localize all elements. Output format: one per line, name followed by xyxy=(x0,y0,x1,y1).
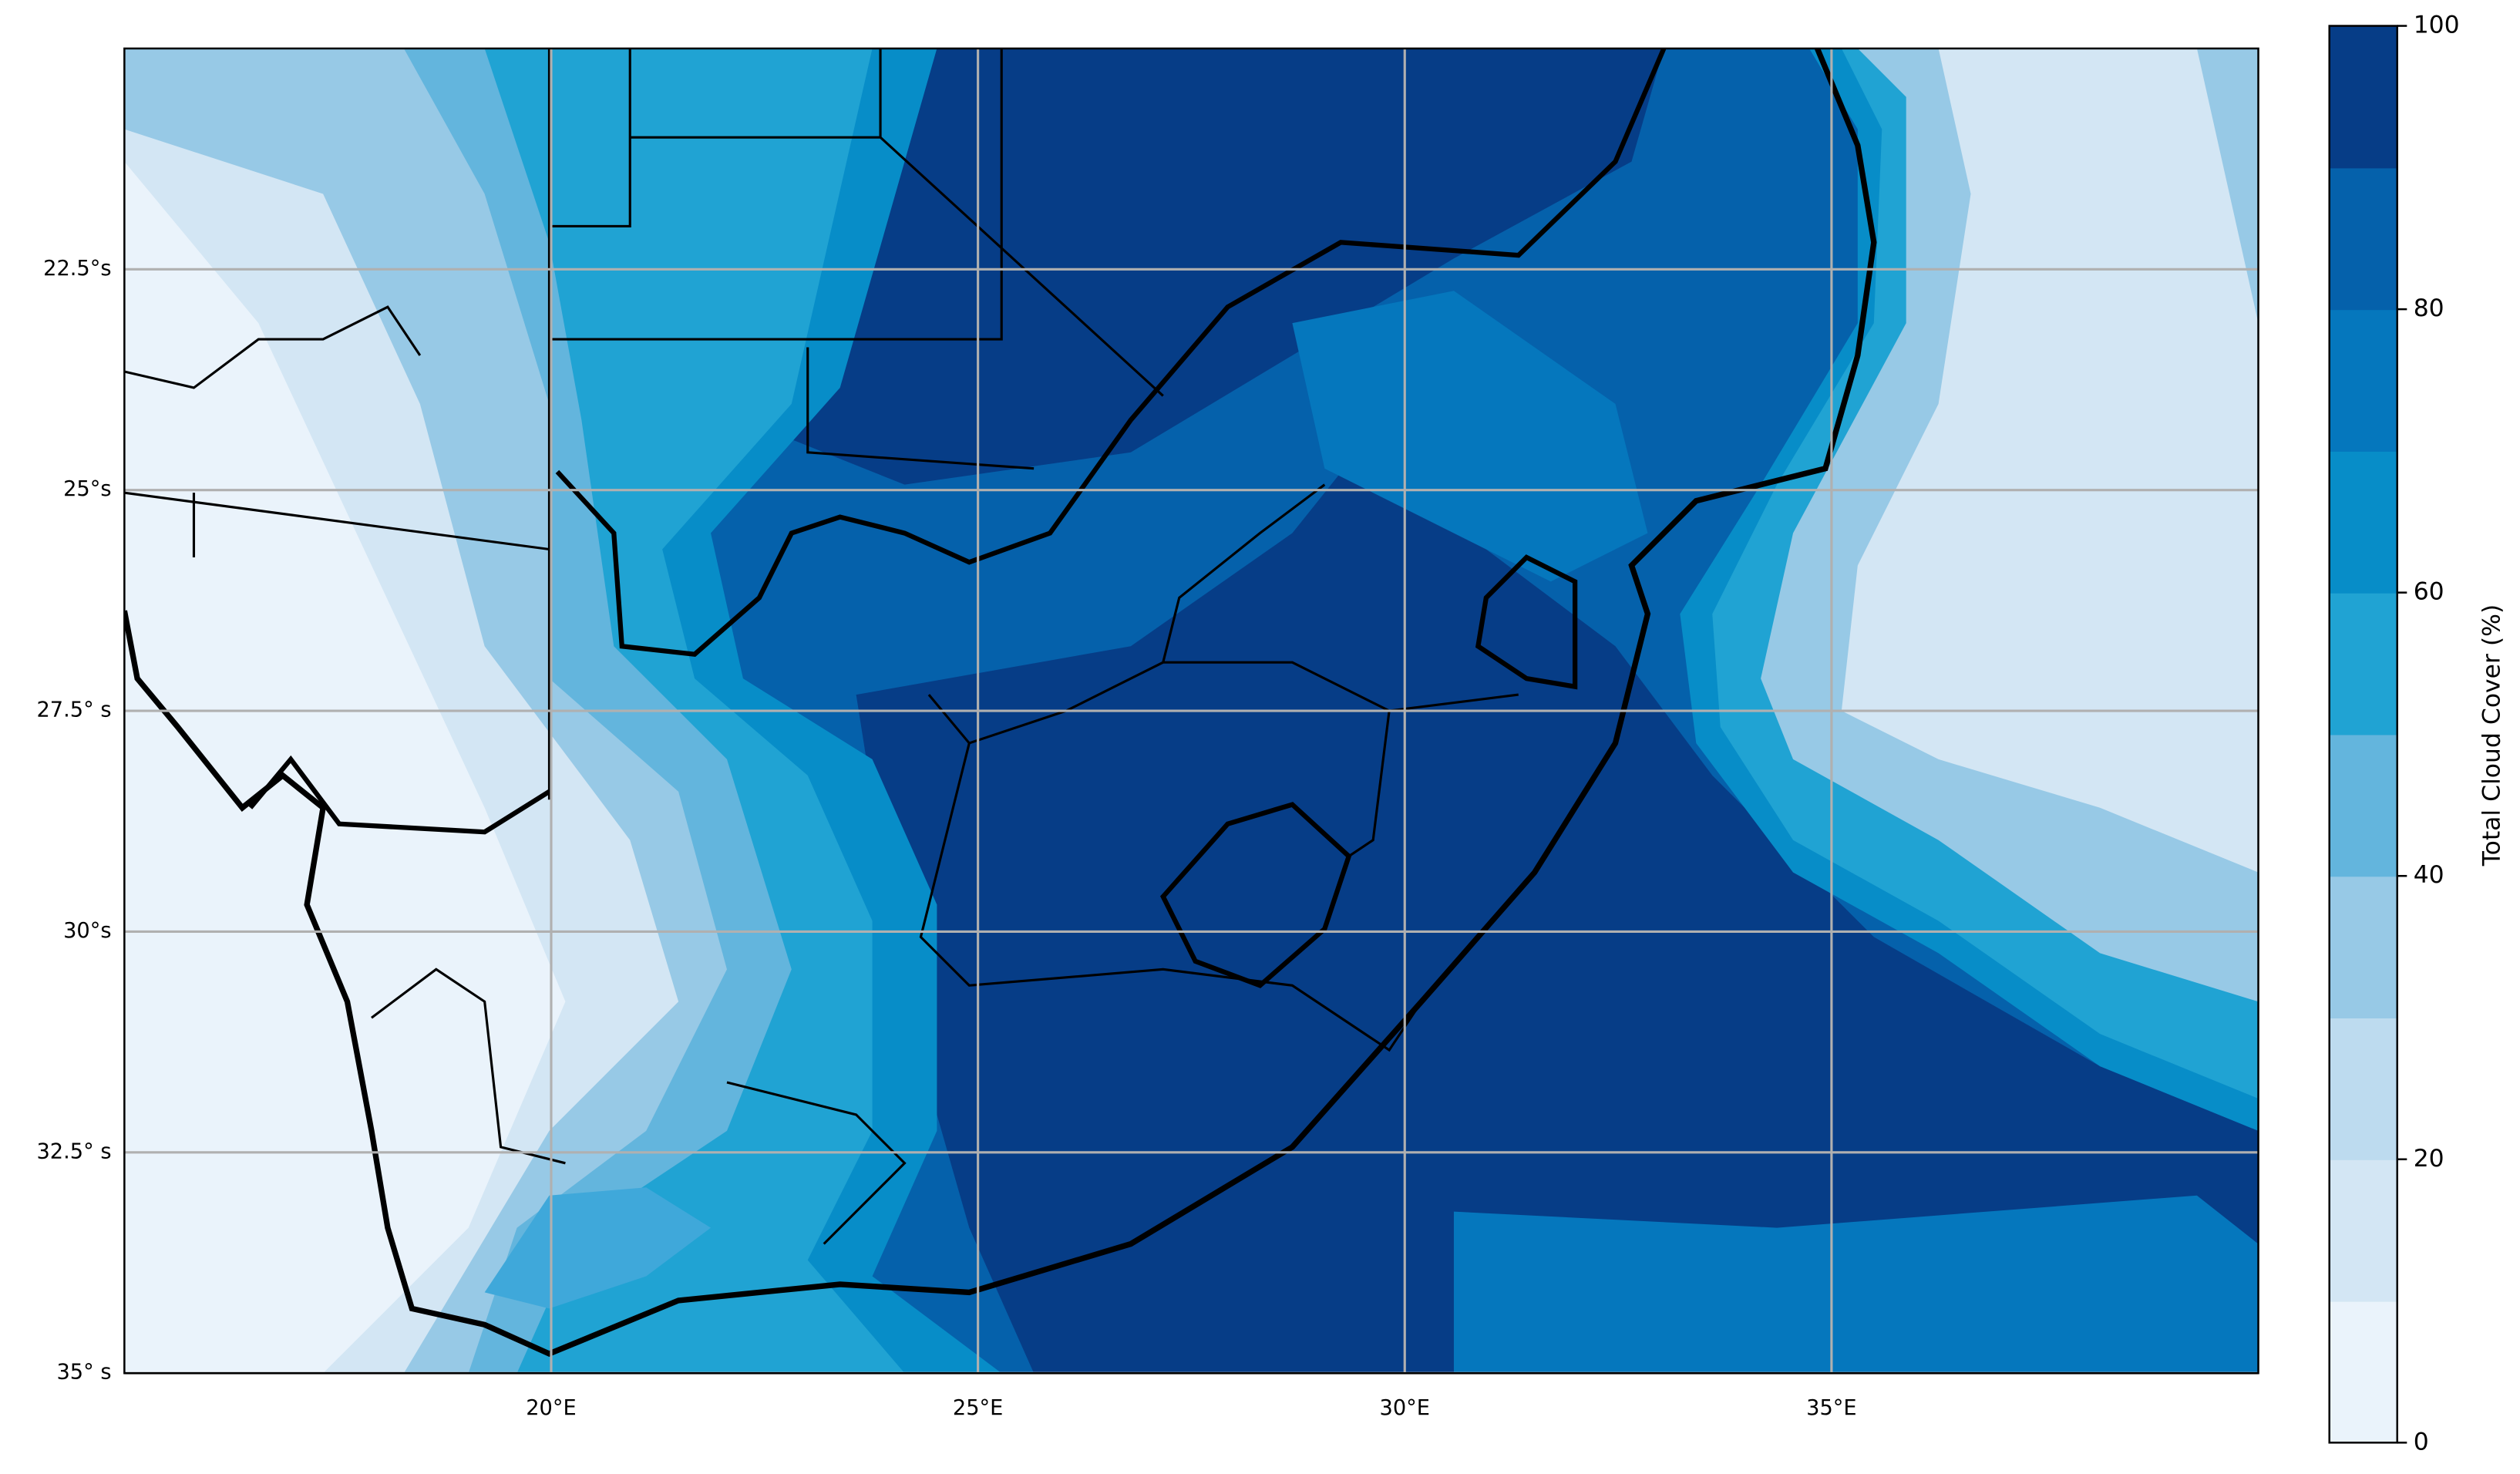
colorbar-band xyxy=(2329,1017,2397,1160)
country-border xyxy=(555,48,1667,657)
country-border xyxy=(248,755,551,835)
colorbar-band xyxy=(2329,1301,2397,1444)
colorbar-band xyxy=(2329,1159,2397,1302)
colorbar-band xyxy=(2329,309,2397,452)
lesotho-border xyxy=(1160,802,1352,988)
colorbar-tick-label: 100 xyxy=(2414,12,2460,39)
field-contour xyxy=(1841,48,2259,873)
colorbar-tick-label: 80 xyxy=(2414,294,2444,322)
eswatini-border xyxy=(1475,554,1578,690)
colorbar-band xyxy=(2329,734,2397,877)
colorbar-tick-label: 60 xyxy=(2414,578,2444,606)
x-tick-label: 25°E xyxy=(953,1396,1003,1420)
colorbar-band xyxy=(2329,592,2397,735)
colorbar: 0 20 40 60 80 100 xyxy=(2328,12,2460,1455)
colorbar-label: Total Cloud Cover (%) xyxy=(2478,604,2505,867)
admin-border xyxy=(124,48,1519,1245)
colorbar-band xyxy=(2329,876,2397,1019)
field-contour xyxy=(856,452,2259,1374)
colorbar-band xyxy=(2329,450,2397,594)
x-tick-label: 35°E xyxy=(1806,1396,1856,1420)
colorbar-tick-label: 0 xyxy=(2414,1428,2429,1455)
field-contour xyxy=(484,1187,712,1309)
colorbar-tick-label: 40 xyxy=(2414,861,2444,889)
field-contour xyxy=(1453,1195,2259,1374)
colorbar-frame xyxy=(2328,25,2398,1444)
field-contour xyxy=(124,161,566,1374)
colorbar-band xyxy=(2329,25,2397,169)
plot-frame xyxy=(123,47,2259,1375)
x-tick-label: 30°E xyxy=(1380,1396,1430,1420)
colorbar-band xyxy=(2329,167,2397,311)
y-tick-label: 27.5° s xyxy=(36,698,111,722)
y-tick-label: 30°s xyxy=(63,919,111,943)
field-contour xyxy=(1292,291,1648,582)
y-tick-label: 35° s xyxy=(56,1361,111,1385)
colorbar-tick-label: 20 xyxy=(2414,1145,2444,1173)
x-tick-label: 20°E xyxy=(526,1396,576,1420)
y-tick-label: 22.5°s xyxy=(43,257,111,281)
y-tick-label: 32.5° s xyxy=(36,1139,111,1163)
y-tick-label: 25°s xyxy=(63,477,111,501)
